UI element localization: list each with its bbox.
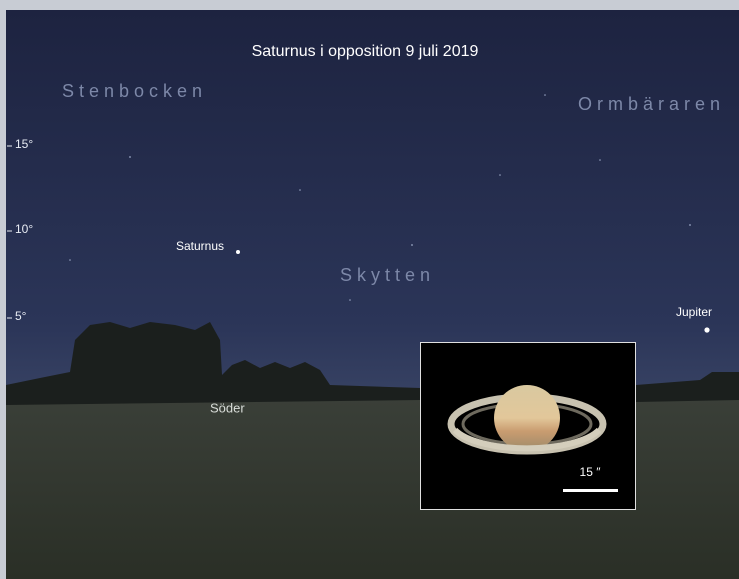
scale-bar (563, 489, 618, 492)
altitude-label: 15° (15, 137, 33, 151)
title: Saturnus i opposition 9 juli 2019 (252, 43, 479, 60)
constellation-label: Skytten (340, 265, 435, 285)
planet-label: Jupiter (676, 305, 712, 319)
scale-label: 15 ″ (580, 465, 602, 479)
direction-label: Söder (210, 400, 245, 415)
planet-label: Saturnus (176, 239, 224, 253)
constellation-label: Ormbäraren (578, 94, 725, 114)
constellation-label: Stenbocken (62, 81, 207, 101)
sky-view: Saturnus i opposition 9 juli 2019 Stenbo… (0, 0, 739, 579)
altitude-label: 5° (15, 309, 27, 323)
planet-dot (704, 327, 709, 332)
altitude-label: 10° (15, 222, 33, 236)
planet-dot (236, 250, 240, 254)
page: Saturnus i opposition 9 juli 2019 Stenbo… (0, 0, 739, 579)
saturn (494, 385, 560, 451)
inset: 15 ″ (421, 343, 636, 510)
